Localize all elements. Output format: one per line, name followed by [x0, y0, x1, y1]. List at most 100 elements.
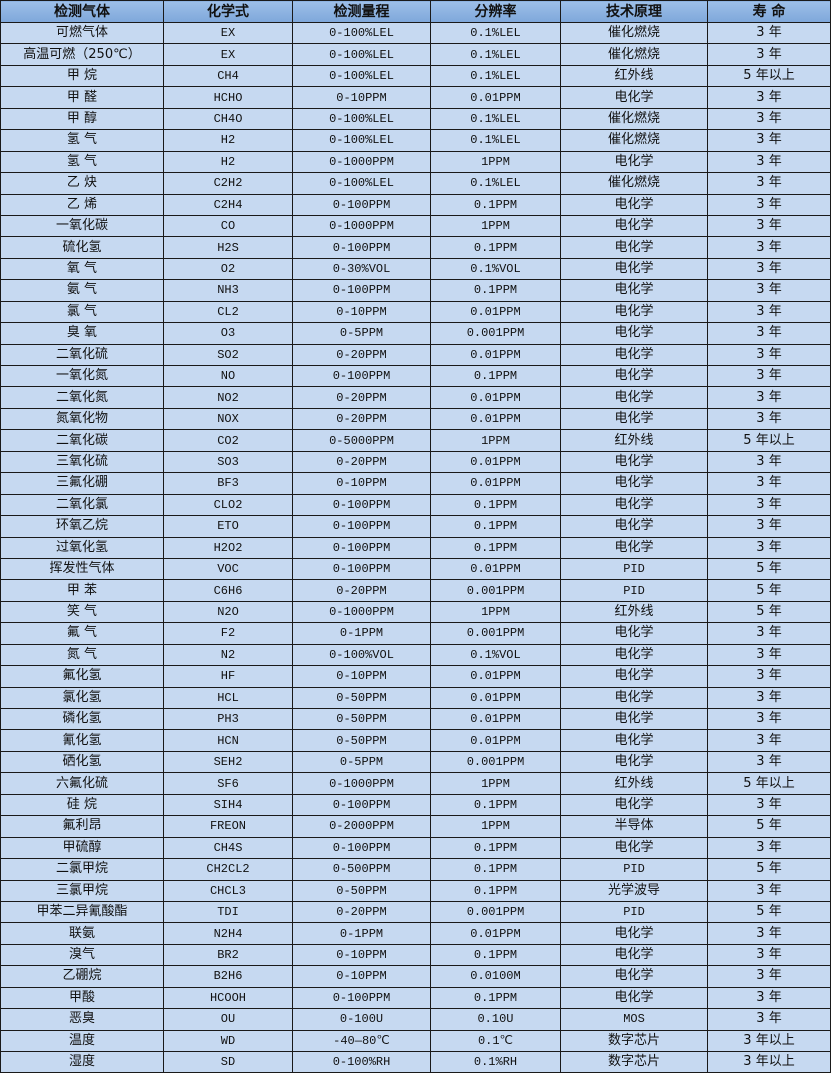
cell-lifespan: 3 年 [707, 965, 831, 988]
table-row: 联氨 N2H4 0-1PPM 0.01PPM 电化学 3 年 [0, 922, 831, 945]
cell-range: 0-50PPM [292, 707, 431, 731]
cell-formula: N2H4 [163, 922, 293, 945]
cell-formula: CO2 [163, 429, 293, 452]
cell-gas-name: 氢 气 [0, 129, 164, 152]
cell-formula: CH4O [163, 107, 293, 131]
cell-range: 0-100%RH [292, 1050, 431, 1074]
cell-gas-name: 氟 气 [0, 622, 164, 645]
table-row: 硅 烷 SIH4 0-100PPM 0.1PPM 电化学 3 年 [0, 793, 831, 817]
cell-range: 0-10PPM [292, 965, 431, 988]
cell-principle: PID [560, 557, 708, 581]
cell-lifespan: 3 年 [707, 21, 831, 45]
cell-resolution: 0.1%VOL [430, 643, 561, 667]
table-row: 过氧化氢 H2O2 0-100PPM 0.1PPM 电化学 3 年 [0, 536, 831, 559]
cell-principle: 电化学 [560, 472, 708, 495]
cell-gas-name: 氢 气 [0, 150, 164, 174]
cell-lifespan: 3 年 [707, 43, 831, 66]
cell-gas-name: 氯 气 [0, 300, 164, 324]
cell-resolution: 0.01PPM [430, 665, 561, 688]
table-row: 氮 气 N2 0-100%VOL 0.1%VOL 电化学 3 年 [0, 643, 831, 667]
cell-formula: HCOOH [163, 986, 293, 1010]
cell-range: 0-1PPM [292, 622, 431, 645]
cell-gas-name: 乙 炔 [0, 172, 164, 195]
table-row: 恶臭 OU 0-100U 0.10U MOS 3 年 [0, 1008, 831, 1031]
table-row: 一氧化氮 NO 0-100PPM 0.1PPM 电化学 3 年 [0, 364, 831, 388]
cell-gas-name: 乙硼烷 [0, 965, 164, 988]
cell-formula: SEH2 [163, 750, 293, 774]
cell-resolution: 0.1%LEL [430, 172, 561, 195]
cell-principle: 电化学 [560, 965, 708, 988]
cell-resolution: 0.1PPM [430, 493, 561, 517]
cell-range: -40—80℃ [292, 1029, 431, 1053]
cell-principle: 电化学 [560, 750, 708, 774]
cell-range: 0-20PPM [292, 450, 431, 474]
cell-resolution: 0.001PPM [430, 622, 561, 645]
cell-formula: CL2 [163, 300, 293, 324]
cell-resolution: 0.1PPM [430, 943, 561, 967]
cell-principle: 电化学 [560, 386, 708, 409]
cell-resolution: 1PPM [430, 772, 561, 795]
cell-range: 0-100%LEL [292, 43, 431, 66]
cell-resolution: 1PPM [430, 815, 561, 838]
table-row: 高温可燃（250℃） EX 0-100%LEL 0.1%LEL 催化燃烧 3 年 [0, 43, 831, 66]
cell-principle: 光学波导 [560, 879, 708, 902]
cell-resolution: 0.1PPM [430, 858, 561, 881]
cell-gas-name: 湿度 [0, 1050, 164, 1074]
cell-principle: 电化学 [560, 729, 708, 752]
cell-range: 0-100PPM [292, 279, 431, 302]
cell-gas-name: 甲硫醇 [0, 836, 164, 860]
cell-range: 0-20PPM [292, 900, 431, 924]
table-row: 一氧化碳 CO 0-1000PPM 1PPM 电化学 3 年 [0, 214, 831, 238]
cell-gas-name: 硅 烷 [0, 793, 164, 817]
cell-lifespan: 3 年 [707, 407, 831, 431]
cell-range: 0-10PPM [292, 472, 431, 495]
cell-formula: C2H4 [163, 193, 293, 216]
table-row: 二氧化氯 CLO2 0-100PPM 0.1PPM 电化学 3 年 [0, 493, 831, 517]
cell-lifespan: 3 年 [707, 364, 831, 388]
cell-gas-name: 甲 醇 [0, 107, 164, 131]
cell-principle: 催化燃烧 [560, 129, 708, 152]
cell-principle: 催化燃烧 [560, 172, 708, 195]
cell-principle: 电化学 [560, 450, 708, 474]
cell-gas-name: 二氯甲烷 [0, 858, 164, 881]
cell-resolution: 0.01PPM [430, 407, 561, 431]
cell-lifespan: 3 年 [707, 150, 831, 174]
cell-range: 0-2000PPM [292, 815, 431, 838]
cell-range: 0-50PPM [292, 686, 431, 710]
cell-formula: CO [163, 214, 293, 238]
cell-gas-name: 环氧乙烷 [0, 515, 164, 538]
cell-formula: OU [163, 1008, 293, 1031]
cell-resolution: 0.01PPM [430, 729, 561, 752]
cell-gas-name: 笑 气 [0, 600, 164, 624]
cell-resolution: 0.001PPM [430, 900, 561, 924]
cell-resolution: 0.01PPM [430, 86, 561, 109]
cell-lifespan: 5 年以上 [707, 64, 831, 88]
cell-range: 0-10PPM [292, 943, 431, 967]
cell-resolution: 0.1PPM [430, 364, 561, 388]
cell-gas-name: 过氧化氢 [0, 536, 164, 559]
cell-lifespan: 3 年 [707, 236, 831, 259]
cell-resolution: 0.01PPM [430, 300, 561, 324]
cell-gas-name: 三氯甲烷 [0, 879, 164, 902]
cell-gas-name: 臭 氧 [0, 322, 164, 345]
cell-formula: HCL [163, 686, 293, 710]
cell-resolution: 0.01PPM [430, 707, 561, 731]
cell-gas-name: 高温可燃（250℃） [0, 43, 164, 66]
cell-range: 0-100%LEL [292, 64, 431, 88]
cell-principle: 电化学 [560, 214, 708, 238]
cell-range: 0-20PPM [292, 343, 431, 367]
table-row: 氟 气 F2 0-1PPM 0.001PPM 电化学 3 年 [0, 622, 831, 645]
cell-lifespan: 3 年 [707, 515, 831, 538]
table-row: 二氧化碳 CO2 0-5000PPM 1PPM 红外线 5 年以上 [0, 429, 831, 452]
table-row: 臭 氧 O3 0-5PPM 0.001PPM 电化学 3 年 [0, 322, 831, 345]
cell-formula: O3 [163, 322, 293, 345]
cell-principle: 电化学 [560, 343, 708, 367]
cell-lifespan: 3 年 [707, 643, 831, 667]
cell-formula: H2O2 [163, 536, 293, 559]
cell-resolution: 0.01PPM [430, 450, 561, 474]
cell-formula: CH2CL2 [163, 858, 293, 881]
table-row: 乙 烯 C2H4 0-100PPM 0.1PPM 电化学 3 年 [0, 193, 831, 216]
cell-resolution: 0.001PPM [430, 750, 561, 774]
cell-range: 0-100PPM [292, 536, 431, 559]
